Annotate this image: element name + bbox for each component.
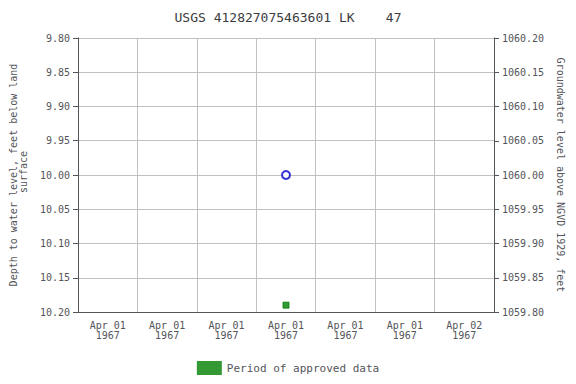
- svg-text:Apr 01: Apr 01: [149, 319, 186, 331]
- svg-text:1967: 1967: [215, 330, 239, 341]
- svg-text:1967: 1967: [155, 330, 179, 341]
- svg-text:1060.20: 1060.20: [502, 33, 544, 44]
- svg-text:9.80: 9.80: [46, 33, 70, 44]
- svg-text:1967: 1967: [333, 330, 357, 341]
- svg-text:10.00: 10.00: [40, 170, 70, 181]
- svg-text:1059.80: 1059.80: [502, 307, 544, 318]
- svg-text:1967: 1967: [96, 330, 120, 341]
- svg-text:1060.15: 1060.15: [502, 67, 544, 78]
- svg-text:Apr 01: Apr 01: [208, 319, 245, 331]
- svg-text:Apr 01: Apr 01: [267, 319, 305, 331]
- svg-text:surface: surface: [18, 151, 29, 199]
- svg-text:1967: 1967: [452, 330, 476, 341]
- svg-text:Apr 02: Apr 02: [446, 319, 483, 331]
- svg-text:Period of approved data: Period of approved data: [227, 362, 379, 375]
- svg-text:9.85: 9.85: [46, 67, 70, 78]
- svg-text:Depth to water level, feet bel: Depth to water level, feet below land: [8, 63, 20, 287]
- svg-text:10.20: 10.20: [40, 307, 70, 318]
- svg-text:Apr 01: Apr 01: [327, 319, 364, 331]
- svg-text:9.95: 9.95: [46, 135, 70, 146]
- svg-text:USGS 412827075463601 LK 47: USGS 412827075463601 LK 47: [175, 10, 402, 25]
- svg-text:1967: 1967: [393, 330, 417, 341]
- svg-text:10.10: 10.10: [40, 238, 70, 249]
- svg-text:1059.85: 1059.85: [502, 272, 544, 283]
- svg-text:9.90: 9.90: [46, 101, 70, 112]
- svg-text:1967: 1967: [274, 330, 298, 341]
- svg-text:1059.90: 1059.90: [502, 238, 544, 249]
- svg-text:1060.10: 1060.10: [502, 101, 544, 112]
- svg-text:1059.95: 1059.95: [502, 204, 544, 215]
- svg-text:Apr 01: Apr 01: [386, 319, 423, 331]
- svg-text:Apr 01: Apr 01: [89, 319, 126, 331]
- svg-text:10.05: 10.05: [40, 204, 70, 215]
- svg-text:1060.00: 1060.00: [502, 170, 544, 181]
- svg-text:Groundwater level above NGVD 1: Groundwater level above NGVD 1929, feet: [555, 58, 566, 293]
- svg-text:10.15: 10.15: [40, 272, 70, 283]
- svg-text:1060.05: 1060.05: [502, 135, 544, 146]
